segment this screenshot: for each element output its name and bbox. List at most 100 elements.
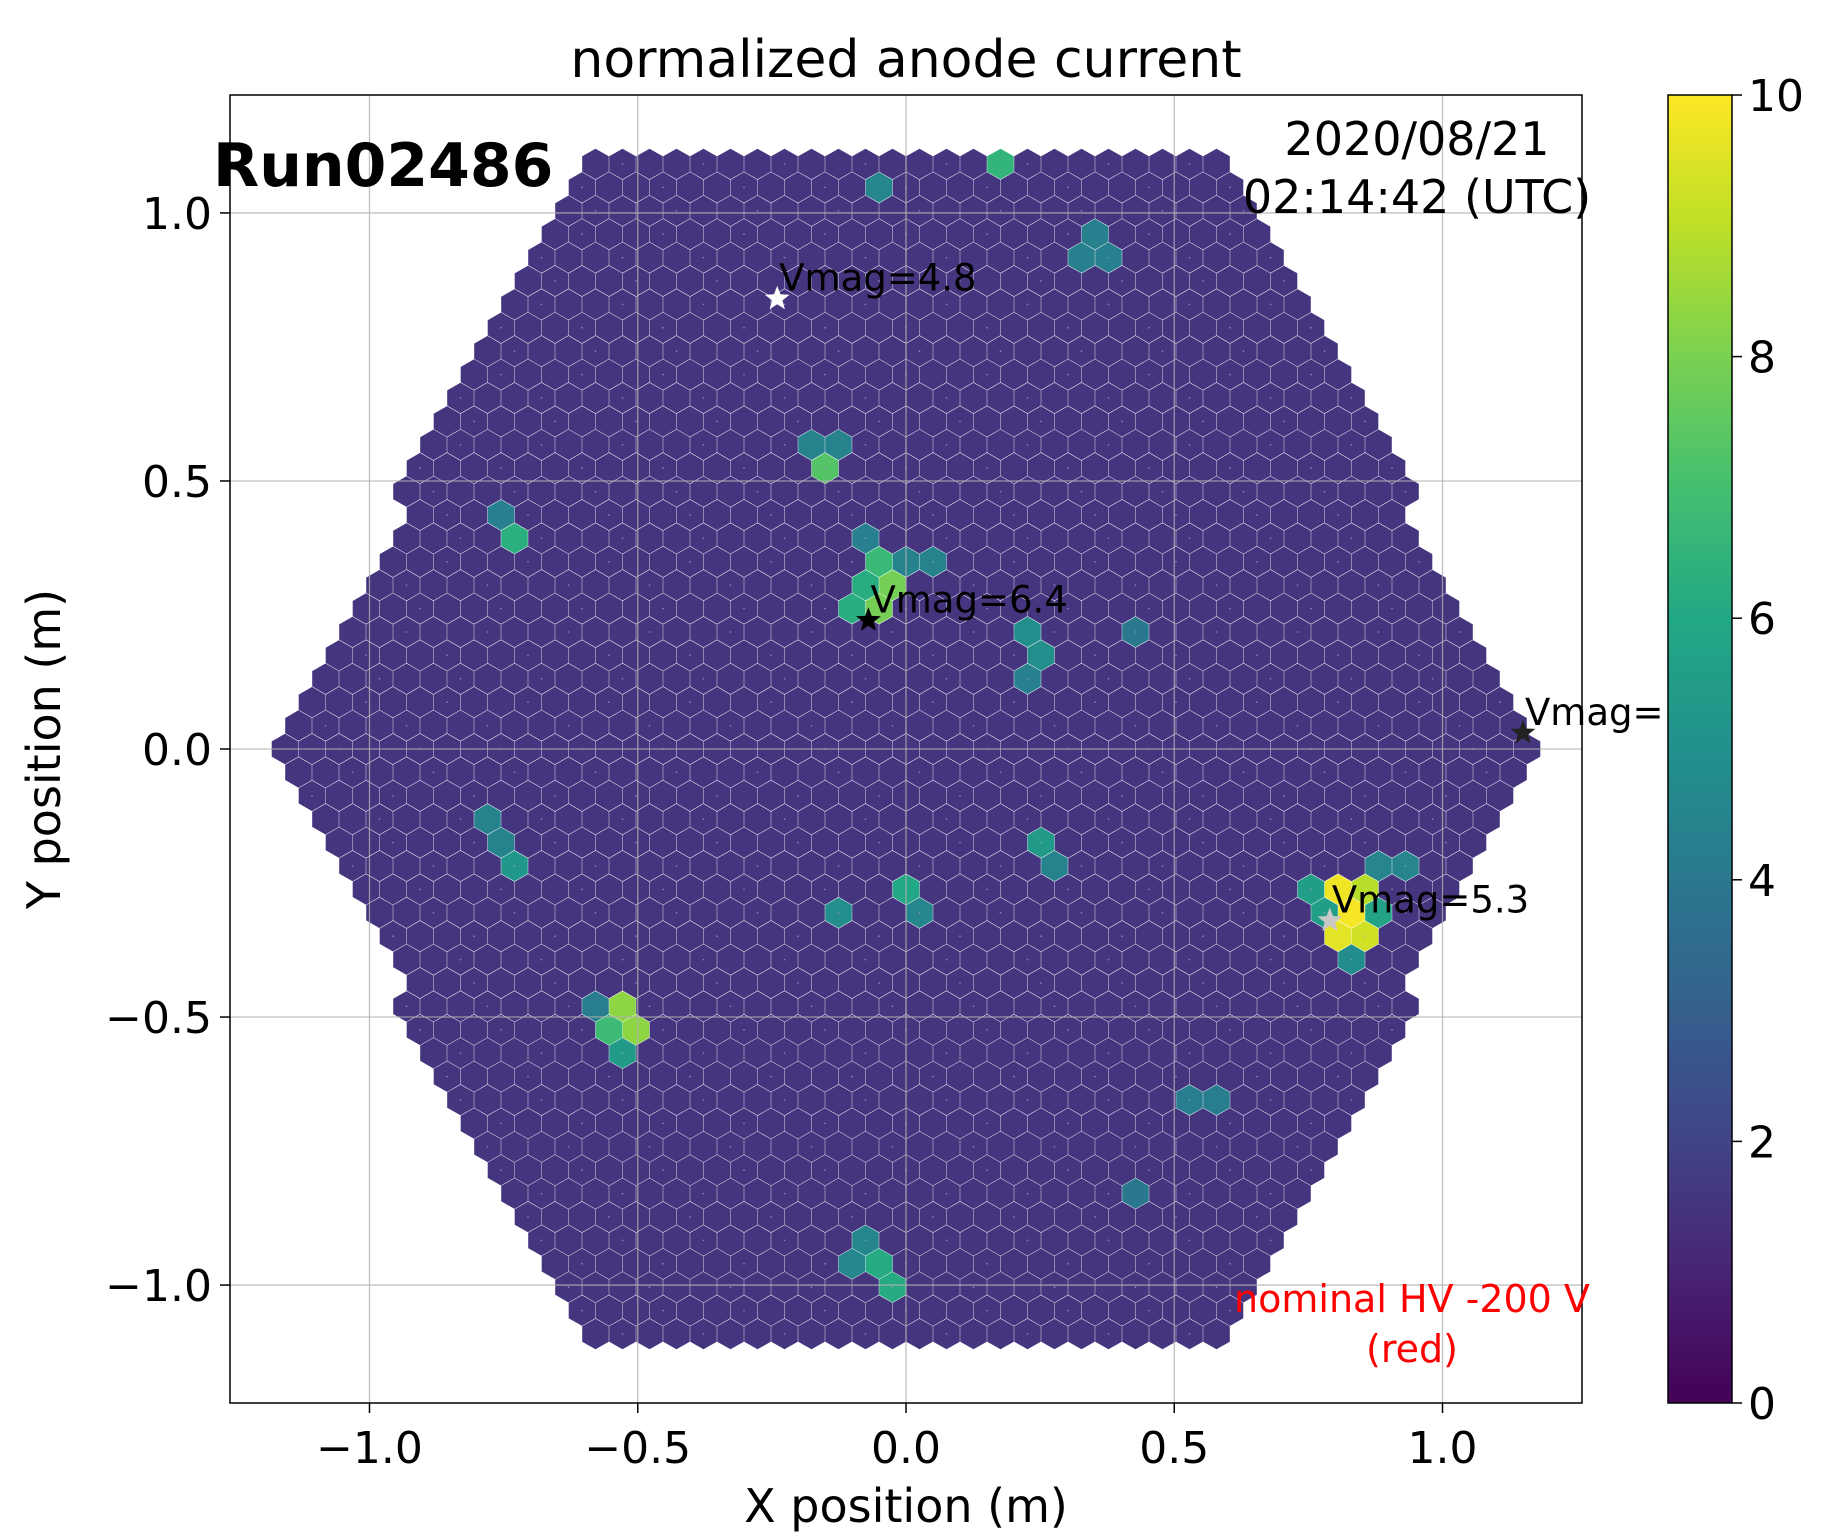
camera-pixel	[501, 616, 528, 648]
camera-pixel	[771, 757, 798, 788]
pixel-center-dot	[1323, 350, 1326, 353]
pixel-center-dot	[945, 537, 948, 540]
camera-pixel	[1122, 1178, 1149, 1209]
camera-pixel	[1284, 476, 1311, 507]
pixel-center-dot	[648, 584, 651, 587]
camera-pixel	[636, 663, 663, 695]
camera-pixel	[393, 476, 420, 507]
camera-pixel	[1068, 1131, 1095, 1163]
pixel-center-dot	[945, 163, 948, 165]
camera-pixel	[1108, 1061, 1136, 1092]
camera-pixel	[622, 686, 650, 718]
pixel-center-dot	[851, 654, 853, 657]
camera-pixel	[1176, 335, 1203, 367]
camera-pixel	[1162, 1014, 1190, 1046]
camera-pixel	[771, 1131, 798, 1163]
pixel-center-dot	[1188, 1052, 1191, 1055]
camera-pixel	[919, 1014, 947, 1046]
camera-pixel	[1311, 710, 1338, 741]
pixel-center-dot	[1188, 443, 1191, 446]
pixel-center-dot	[473, 841, 475, 844]
pixel-center-dot	[1013, 1075, 1015, 1078]
camera-pixel	[744, 148, 771, 180]
camera-pixel	[838, 920, 866, 952]
pixel-center-dot	[797, 841, 799, 844]
camera-pixel	[879, 850, 906, 882]
camera-pixel	[1081, 1154, 1109, 1186]
pixel-center-dot	[986, 1122, 988, 1125]
camera-pixel	[1284, 1178, 1311, 1209]
camera-pixel	[879, 148, 906, 180]
pixel-center-dot	[581, 1028, 583, 1031]
camera-pixel	[1027, 1014, 1055, 1046]
pixel-center-dot	[689, 654, 691, 657]
pixel-center-dot	[810, 631, 813, 633]
pixel-center-dot	[1229, 233, 1231, 236]
camera-pixel	[501, 382, 528, 414]
camera-pixel	[366, 710, 393, 741]
camera-pixel	[1027, 1201, 1055, 1233]
camera-pixel	[555, 242, 582, 273]
pixel-center-dot	[716, 935, 718, 938]
camera-pixel	[555, 757, 582, 788]
camera-pixel	[1054, 406, 1082, 437]
camera-pixel	[717, 1037, 744, 1069]
pixel-center-dot	[824, 1169, 826, 1172]
camera-pixel	[447, 569, 474, 601]
pixel-center-dot	[1134, 1005, 1137, 1008]
camera-pixel	[582, 944, 609, 975]
camera-pixel	[919, 406, 947, 437]
camera-pixel	[501, 991, 528, 1022]
camera-pixel	[717, 523, 744, 554]
camera-pixel	[1108, 1295, 1136, 1326]
camera-pixel	[852, 1131, 879, 1163]
camera-pixel	[636, 1225, 663, 1256]
camera-pixel	[744, 803, 771, 835]
pixel-center-dot	[1229, 1028, 1231, 1031]
camera-pixel	[1122, 242, 1149, 273]
pixel-center-dot	[405, 584, 408, 587]
pixel-center-dot	[1269, 677, 1272, 680]
pixel-center-dot	[500, 1169, 502, 1172]
pixel-center-dot	[1121, 841, 1123, 844]
camera-pixel	[1068, 1037, 1095, 1069]
pixel-center-dot	[864, 1192, 867, 1195]
camera-pixel	[933, 569, 960, 601]
camera-pixel	[1068, 523, 1095, 554]
camera-pixel	[1135, 640, 1163, 671]
camera-pixel	[1149, 1318, 1176, 1350]
camera-pixel	[784, 686, 812, 718]
camera-pixel	[1108, 874, 1136, 905]
camera-pixel	[1230, 803, 1257, 835]
camera-pixel	[906, 242, 933, 273]
camera-pixel	[1230, 663, 1257, 695]
pixel-center-dot	[1310, 326, 1312, 329]
camera-pixel	[379, 874, 407, 905]
camera-pixel	[1189, 1108, 1217, 1139]
camera-pixel	[973, 1201, 1001, 1233]
camera-pixel	[690, 1131, 717, 1163]
camera-pixel	[1027, 172, 1055, 203]
camera-pixel	[1162, 172, 1190, 203]
camera-pixel	[487, 406, 515, 437]
camera-pixel	[595, 827, 623, 858]
pixel-center-dot	[1215, 724, 1218, 727]
pixel-center-dot	[621, 303, 624, 306]
camera-pixel	[582, 382, 609, 414]
camera-pixel	[744, 944, 771, 975]
camera-pixel	[1351, 874, 1379, 905]
pixel-center-dot	[1094, 1075, 1096, 1078]
pixel-center-dot	[986, 607, 988, 610]
pixel-center-dot	[446, 514, 448, 516]
camera-pixel	[1081, 967, 1109, 999]
chart-title: normalized anode current	[570, 30, 1241, 90]
camera-pixel	[447, 710, 474, 741]
pixel-center-dot	[351, 865, 354, 867]
camera-pixel	[555, 803, 582, 835]
pixel-center-dot	[864, 163, 867, 165]
camera-pixel	[676, 452, 704, 484]
camera-pixel	[1243, 827, 1271, 858]
pixel-center-dot	[1202, 935, 1204, 938]
camera-pixel	[1419, 569, 1446, 601]
camera-pixel	[1203, 803, 1230, 835]
